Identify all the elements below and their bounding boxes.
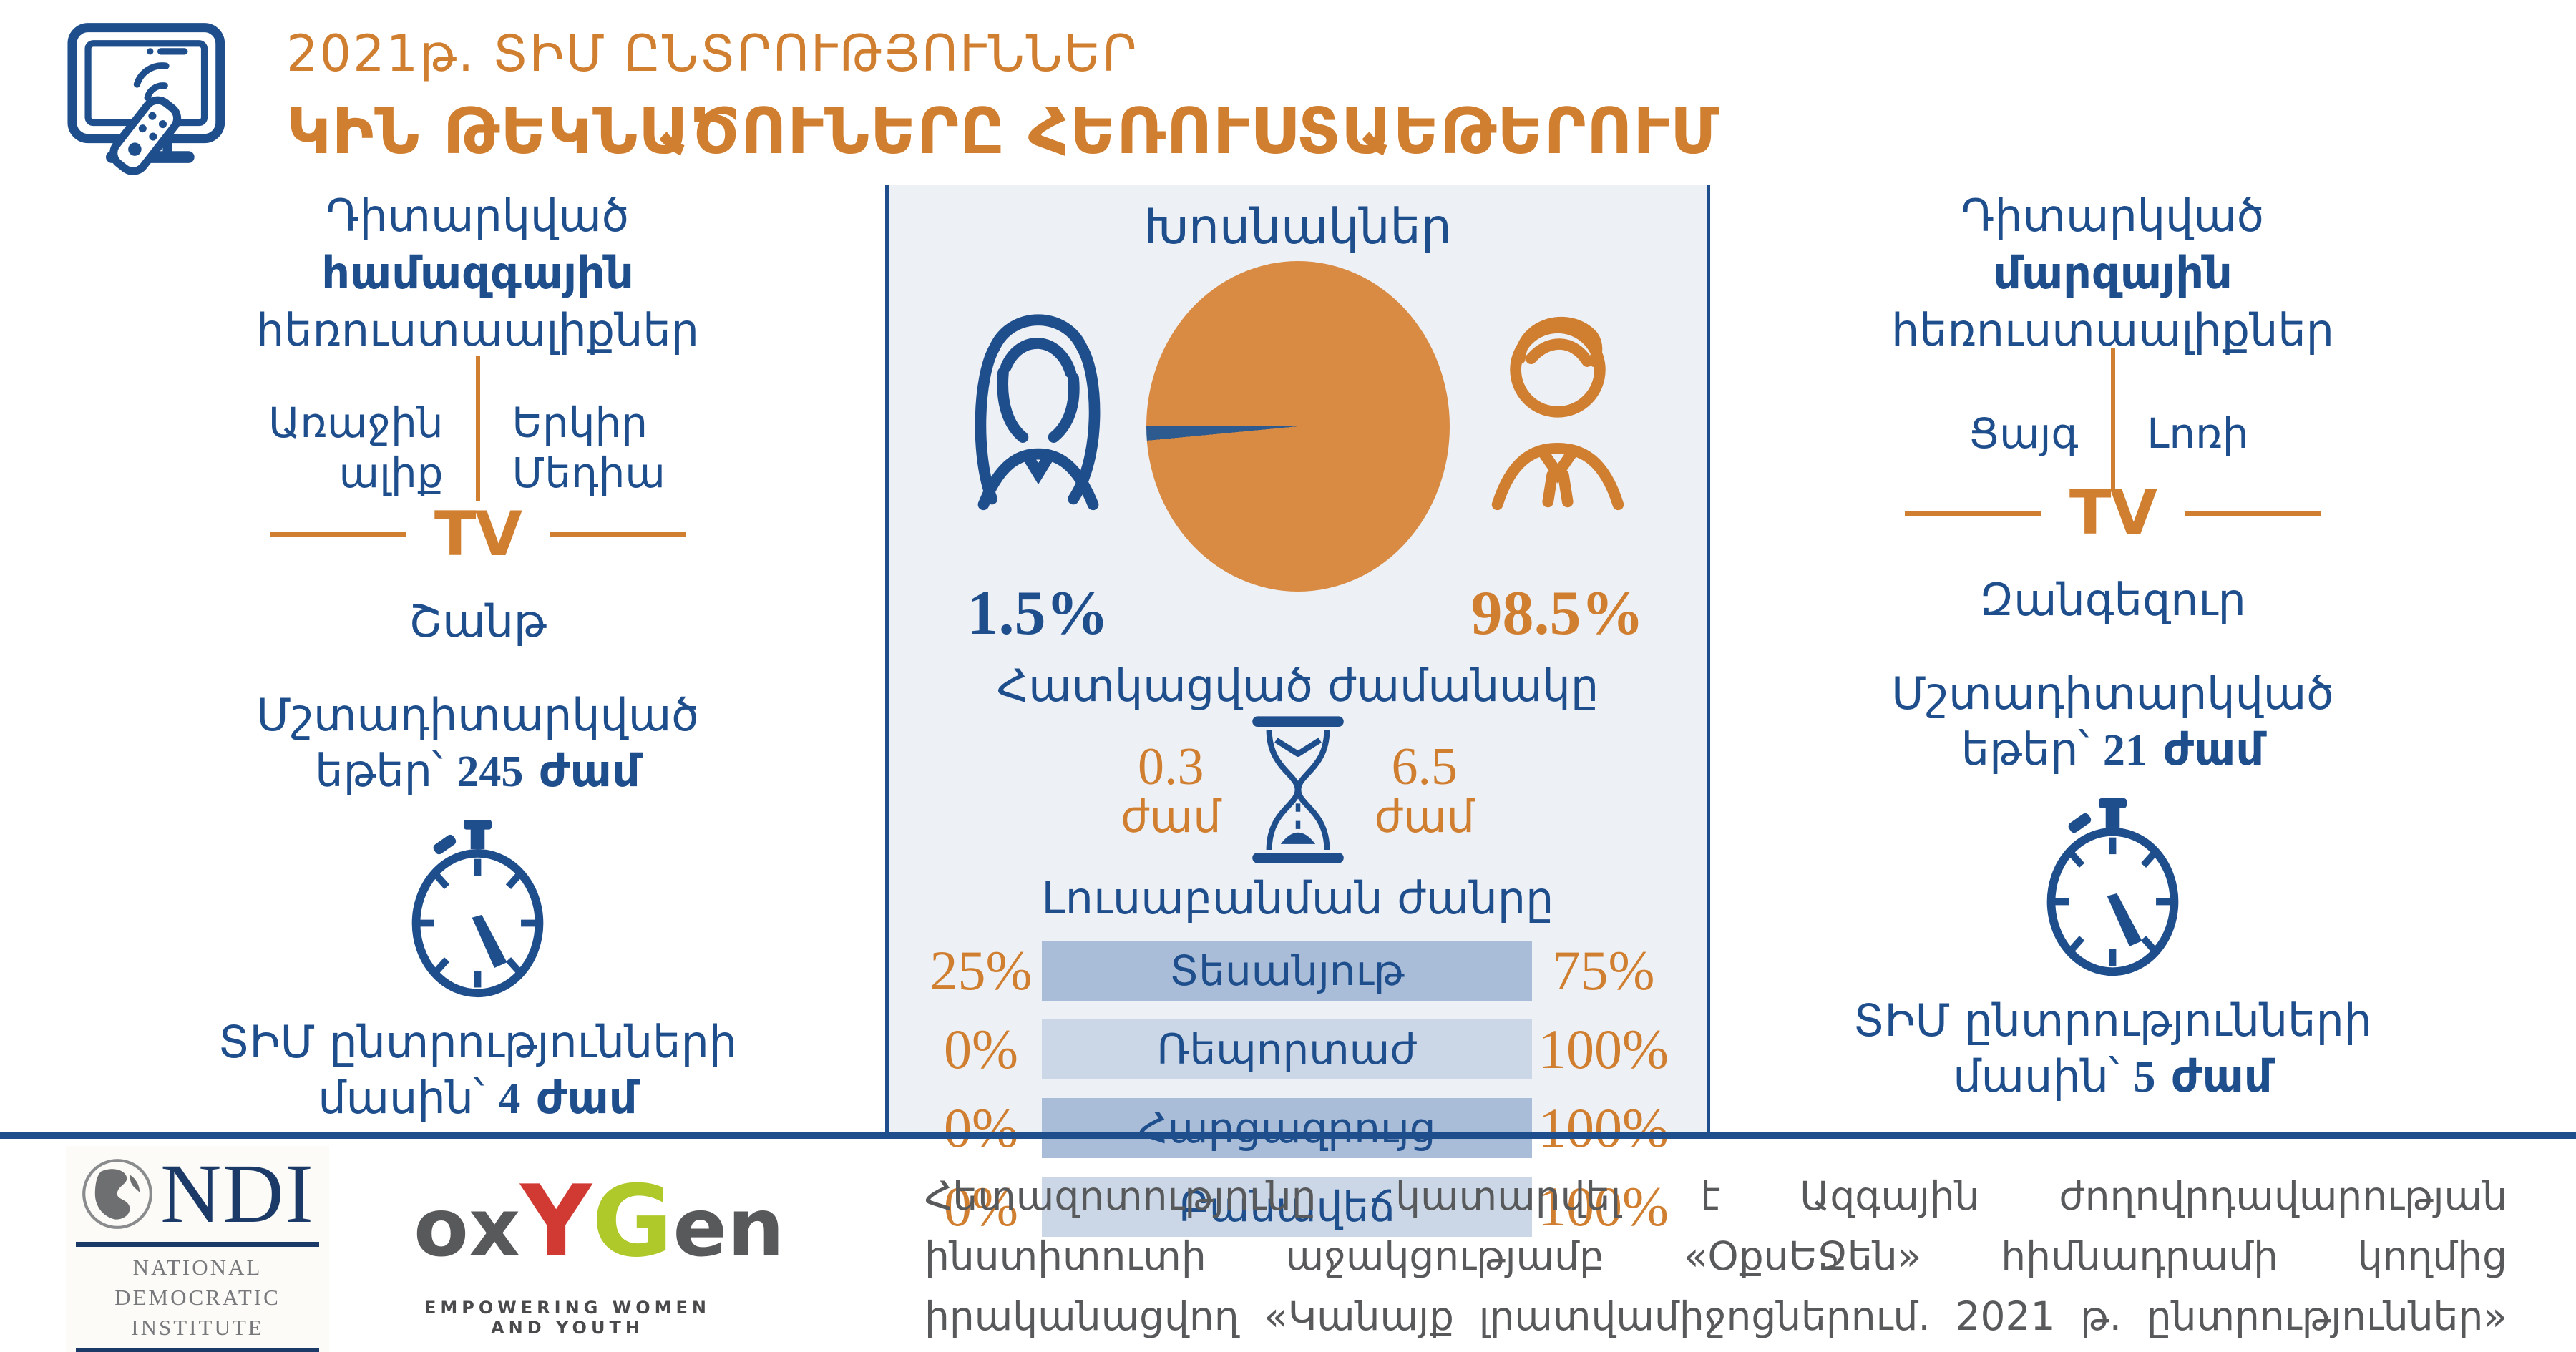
- station-lori: Լոռի: [2147, 409, 2249, 458]
- heading-line: Դիտարկված: [1961, 190, 2265, 242]
- ndi-caption: NATIONAL DEMOCRATIC INSTITUTE: [114, 1255, 280, 1340]
- male-figure-col: 98.5%: [1454, 291, 1662, 650]
- footer-divider: [0, 1132, 2576, 1139]
- genre-bar: Բանավեճ: [1042, 1177, 1532, 1237]
- speakers-title: Խոսնակներ: [1143, 199, 1452, 255]
- elections-air-stat: ՏԻՄ ընտրությունների մասին՝ 4 ժամ: [218, 1016, 738, 1124]
- station-divider: [2110, 348, 2115, 489]
- genre-row-video: 25% Տեսանյութ 75%: [930, 939, 1655, 1001]
- tv-remote-icon: [63, 16, 235, 187]
- station-shant: Շանթ: [409, 595, 547, 647]
- genre-bar: Հարցազրույց: [1042, 1098, 1532, 1158]
- station-yerkir-media: Երկիր Մեդիա: [512, 398, 665, 497]
- tv-label: TV: [2069, 477, 2157, 549]
- footer-note: Հետազոտությունը կատարվել է Ազգային ժողով…: [924, 1173, 2507, 1339]
- title-main-line: ԿԻՆ ԹԵԿՆԱԾՈՒՆԵՐԸ ՀԵՌՈՒՍՏԱԵԹԵՐՈՒՄ: [286, 94, 1720, 168]
- female-time: 0.3 ժամ: [1121, 737, 1221, 843]
- genre-title: Լուսաբանման ժանրը: [1041, 872, 1554, 924]
- monitored-hours-value: 21: [2102, 726, 2147, 775]
- heading-line-bold: մարզային: [1993, 247, 2233, 299]
- ndi-abbr: NDI: [160, 1147, 315, 1240]
- tv-dash-left: [269, 532, 406, 537]
- station-zangezur: Զանգեզուր: [1979, 574, 2246, 626]
- heading-line: հեռուստաալիքներ: [256, 304, 699, 356]
- ndi-rule-top: [76, 1242, 319, 1247]
- national-stations: Առաջին ալիք Երկիր Մեդիա TV Շանթ: [89, 356, 866, 647]
- speakers-pie-chart: [1146, 261, 1450, 592]
- male-share-label: 98.5%: [1470, 579, 1644, 648]
- tv-row: TV: [89, 504, 866, 565]
- national-channels-section: Դիտարկված համազգային հեռուստաալիքներ Առա…: [89, 187, 866, 1127]
- stations-grid: Առաջին ալիք Երկիր Մեդիա: [89, 356, 866, 501]
- oxygen-logo: oxYGen EMPOWERING WOMEN AND YOUTH: [414, 1164, 785, 1338]
- regional-stations: Ցայգ Լոռի TV Զանգեզուր: [1714, 348, 2512, 626]
- male-icon: [1491, 316, 1624, 511]
- globe-icon: [82, 1159, 153, 1229]
- genre-row-debate: 0% Բանավեճ 100%: [944, 1175, 1669, 1238]
- page-title: 2021թ. ՏԻՄ ԸՆՏՐՈՒԹՅՈՒՆՆԵՐ ԿԻՆ ԹԵԿՆԱԾՈՒՆԵ…: [286, 24, 1720, 168]
- female-icon: [975, 314, 1100, 511]
- tv-dash-left: [1904, 510, 2041, 516]
- regional-heading: Դիտարկված մարզային հեռուստաալիքներ: [1714, 187, 2512, 359]
- monitored-air-stat: Մշտադիտարկված եթեր՝ 21 ժամ: [1891, 667, 2334, 775]
- genre-row-interview: 0% Հարցազրույց 100%: [944, 1097, 1669, 1159]
- title-year-line: 2021թ. ՏԻՄ ԸՆՏՐՈՒԹՅՈՒՆՆԵՐ: [286, 24, 1138, 83]
- ndi-logo-top: NDI: [76, 1152, 319, 1236]
- stopwatch-icon: [1714, 797, 2512, 981]
- station-divider: [475, 356, 480, 501]
- allocated-time-title: Հատկացված ժամանակը: [996, 660, 1599, 712]
- elections-hours-value: 4: [498, 1074, 521, 1123]
- elections-air-stat: ՏԻՄ ընտրությունների մասին՝ 5 ժամ: [1853, 994, 2373, 1102]
- genre-bar: Տեսանյութ: [1042, 941, 1532, 1001]
- genre-bar: Ռեպորտաժ: [1042, 1019, 1532, 1079]
- speakers-figures: 1.5% 98.5%: [935, 260, 1662, 650]
- heading-line: Դիտարկված: [326, 190, 630, 242]
- genre-table: 25% Տեսանյութ 75% 0% Ռեպորտաժ 100% 0% Հա…: [889, 939, 1707, 1239]
- tv-dash-right: [2185, 510, 2321, 516]
- station-first-channel: Առաջին ալիք: [268, 398, 444, 497]
- allocated-time-row: 0.3 ժամ 6.5 ժամ: [1121, 715, 1475, 865]
- national-heading: Դիտարկված համազգային հեռուստաալիքներ: [89, 187, 866, 359]
- tv-row: TV: [1714, 482, 2512, 544]
- hourglass-icon: [1252, 716, 1344, 863]
- stations-grid: Ցայգ Լոռի: [1714, 348, 2512, 489]
- female-figure-col: 1.5%: [935, 291, 1142, 650]
- tv-dash-right: [550, 532, 686, 537]
- female-share-label: 1.5%: [967, 579, 1109, 648]
- elections-hours-value: 5: [2133, 1053, 2156, 1102]
- genre-row-report: 0% Ռեպորտաժ 100%: [944, 1018, 1669, 1080]
- male-time: 6.5 ժամ: [1374, 737, 1475, 843]
- speakers-panel: Խոսնակներ 1.5% 98.5%: [885, 185, 1710, 1238]
- station-tsayg: Ցայգ: [1968, 409, 2079, 458]
- stopwatch-icon: [89, 818, 866, 1003]
- heading-line: հեռուստաալիքներ: [1891, 304, 2334, 356]
- heading-line-bold: համազգային: [321, 247, 634, 299]
- oxygen-tagline: EMPOWERING WOMEN AND YOUTH: [424, 1298, 711, 1338]
- monitored-air-stat: Մշտադիտարկված եթեր՝ 245 ժամ: [256, 689, 699, 797]
- monitored-hours-value: 245: [457, 748, 524, 796]
- ndi-rule-bottom: [76, 1348, 319, 1352]
- regional-channels-section: Դիտարկված մարզային հեռուստաալիքներ Ցայգ …: [1714, 187, 2512, 1105]
- ndi-logo: NDI NATIONAL DEMOCRATIC INSTITUTE: [66, 1146, 329, 1352]
- oxygen-wordmark: oxYGen: [414, 1164, 785, 1279]
- tv-label: TV: [434, 499, 522, 570]
